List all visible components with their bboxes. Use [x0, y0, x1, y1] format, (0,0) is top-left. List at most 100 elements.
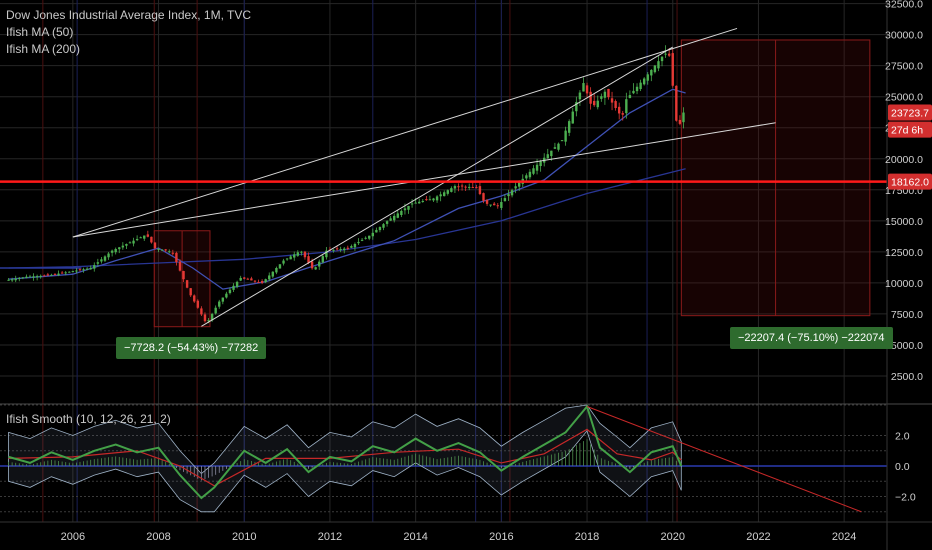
candle-body: [507, 194, 510, 197]
candle-body: [318, 261, 321, 267]
candle-body: [182, 271, 185, 280]
candle-body: [10, 279, 14, 281]
candle-body: [257, 281, 260, 283]
candle-body: [639, 82, 642, 90]
candle-body: [135, 238, 139, 241]
candle-body: [478, 186, 482, 195]
candle-body: [603, 91, 607, 98]
candle-body: [567, 121, 571, 133]
y-tick-label: 12500.0: [885, 247, 923, 259]
y-tick-label: 30000.0: [885, 30, 923, 42]
candle-body: [468, 186, 471, 188]
candle-body: [128, 242, 132, 244]
trendline-0: [72, 27, 738, 238]
countdown-badge: 27d 6h: [891, 125, 923, 137]
candle-body: [53, 274, 57, 276]
candle-body: [89, 268, 92, 270]
candle-body: [157, 248, 160, 250]
candle-body: [407, 205, 410, 210]
price-badges: 23723.7 27d 6h 18162.0: [888, 104, 932, 190]
level-badge-bg: [888, 173, 932, 190]
candle-body: [200, 308, 203, 315]
candle-body: [103, 256, 107, 261]
ind-signal-line: [8, 428, 682, 487]
candle-body: [471, 187, 474, 189]
candle-body: [396, 213, 399, 218]
candle-body: [164, 249, 167, 251]
ind-y-tick-label: 0.0: [895, 461, 910, 473]
y-tick-label: 15000.0: [885, 216, 923, 228]
candle-body: [425, 199, 428, 201]
ind-smooth-line: [8, 404, 683, 500]
candle-body: [360, 239, 364, 241]
candle-body: [557, 143, 560, 150]
candle-body: [589, 91, 592, 104]
candle-body: [260, 281, 264, 283]
candle-body: [335, 248, 339, 250]
candle-body: [93, 265, 96, 269]
candle-body: [64, 272, 67, 274]
candle-body: [446, 190, 449, 194]
x-tick-label: 2018: [575, 531, 599, 543]
candle-body: [185, 280, 189, 288]
y-tick-label: 32500.0: [885, 0, 923, 11]
candle-body: [246, 278, 250, 280]
candle-body: [310, 261, 314, 269]
candle-body: [675, 85, 678, 121]
candle-body: [528, 171, 532, 178]
candle-body: [221, 297, 225, 302]
candle-body: [114, 248, 117, 253]
candle-body: [450, 188, 453, 192]
candle-body: [300, 251, 303, 253]
candle-body: [439, 194, 442, 197]
candle-body: [232, 285, 235, 290]
candle-body: [210, 313, 214, 321]
candle-body: [32, 276, 35, 278]
candle-body: [632, 90, 635, 94]
candle-body: [50, 274, 53, 276]
candle-body: [96, 262, 100, 264]
candle-body: [628, 95, 632, 99]
candle-body: [225, 293, 228, 298]
y-tick-label: 7500.0: [891, 309, 923, 321]
candle-body: [546, 154, 549, 159]
candle-body: [375, 229, 378, 233]
trendline-2: [201, 46, 674, 327]
y-tick-label: 2500.0: [891, 371, 923, 383]
candle-body: [453, 186, 457, 189]
candle-body: [82, 269, 85, 271]
candle-body: [460, 185, 464, 187]
candle-body: [314, 267, 317, 270]
candle-body: [457, 186, 460, 188]
y-tick-label: 5000.0: [891, 340, 923, 352]
candle-body: [371, 232, 374, 237]
legend-ma50: Ifish MA (50): [6, 25, 74, 39]
candle-body: [28, 276, 32, 278]
countdown-badge-bg: [888, 121, 932, 138]
candle-body: [189, 288, 192, 296]
candle-body: [343, 248, 346, 251]
candle-body: [575, 102, 578, 112]
candle-body: [614, 101, 617, 109]
candle-body: [385, 221, 389, 224]
candle-body: [607, 88, 610, 98]
candle-body: [125, 244, 128, 246]
candle-body: [428, 199, 432, 201]
candle-body: [296, 252, 300, 256]
candle-body: [564, 130, 567, 142]
legend-ma200: Ifish MA (200): [6, 42, 81, 56]
y-tick-label: 10000.0: [885, 278, 923, 290]
candle-body: [650, 69, 653, 76]
candle-body: [196, 300, 200, 308]
candle-body: [228, 289, 232, 294]
candle-body: [268, 275, 271, 280]
candle-body: [532, 168, 535, 174]
candle-body: [285, 258, 289, 260]
candle-body: [78, 269, 82, 271]
candle-body: [35, 276, 39, 278]
candle-body: [600, 96, 603, 99]
trendlines: [72, 27, 776, 327]
candle-body: [21, 277, 25, 279]
candle-body: [389, 218, 392, 221]
candle-body: [250, 278, 253, 281]
